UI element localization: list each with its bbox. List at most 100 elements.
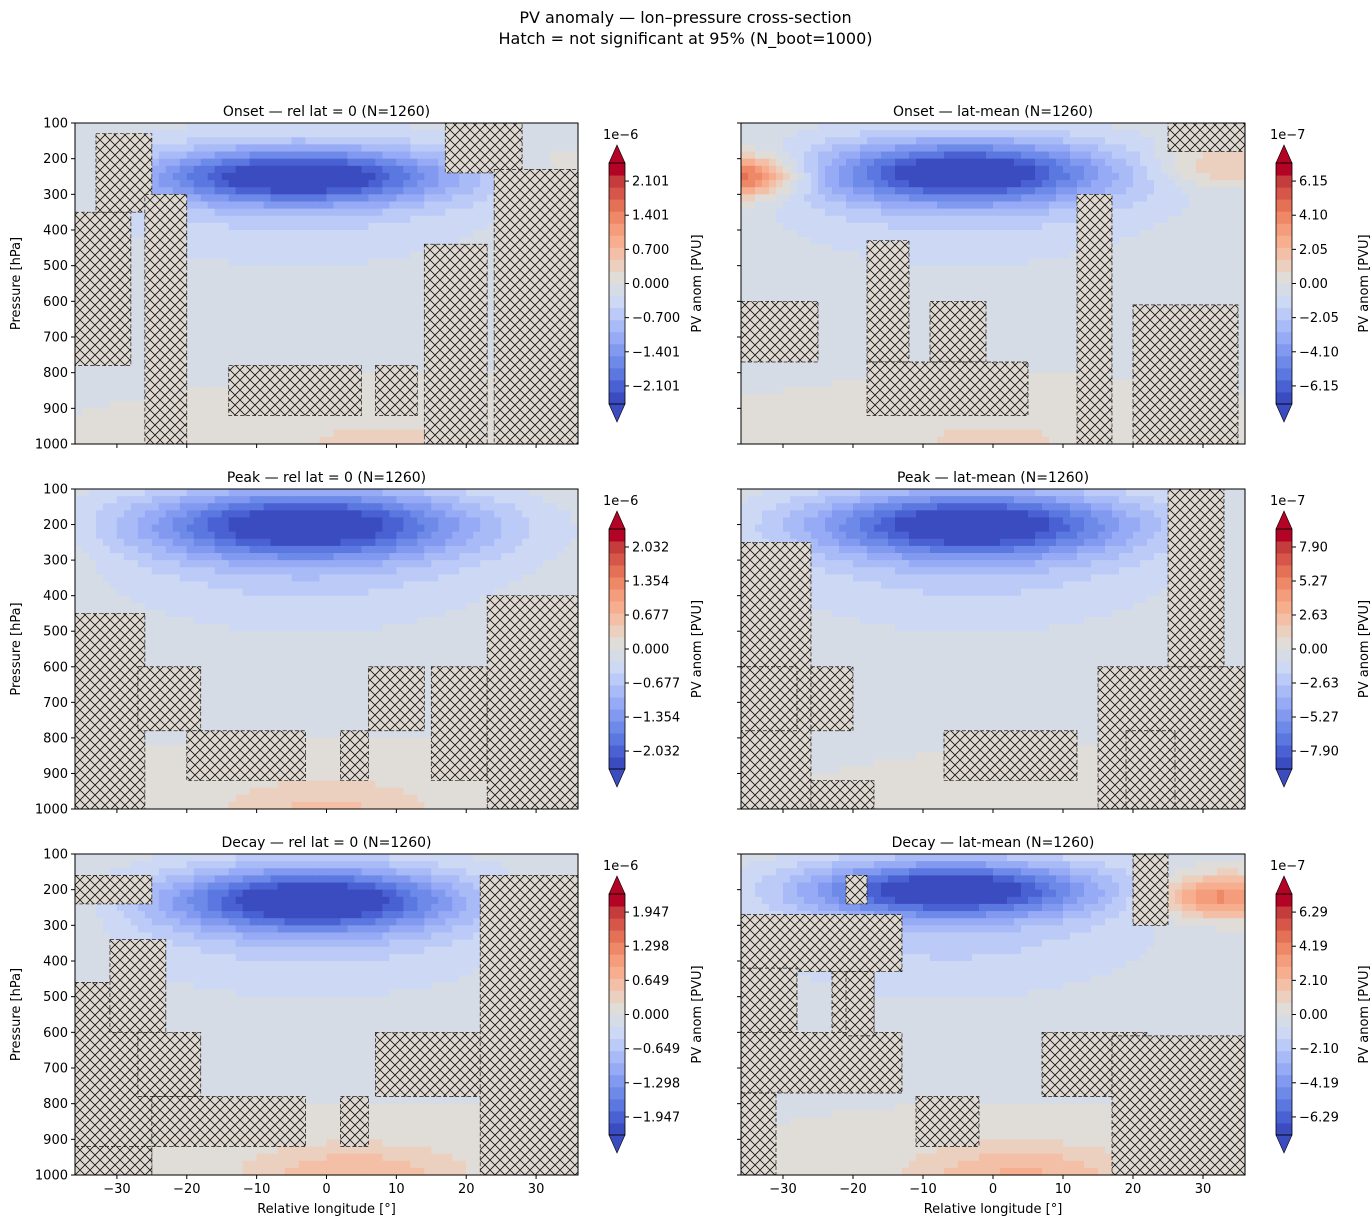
pv-cell xyxy=(306,430,314,438)
pv-cell xyxy=(487,223,495,231)
pv-cell xyxy=(187,273,195,281)
pv-cell xyxy=(466,187,474,195)
pv-cell xyxy=(930,287,938,295)
pv-cell xyxy=(285,308,293,316)
pv-cell xyxy=(916,294,924,302)
pv-cell xyxy=(797,230,805,238)
pv-cell xyxy=(965,423,973,431)
pv-cell xyxy=(797,437,805,445)
pv-cell xyxy=(930,423,938,431)
pv-cell xyxy=(818,308,826,316)
pv-cell xyxy=(762,287,770,295)
pv-cell xyxy=(417,144,425,152)
pv-cell xyxy=(895,230,903,238)
pv-cell xyxy=(257,244,265,252)
pv-cell xyxy=(250,173,258,181)
pv-cell xyxy=(264,294,272,302)
pv-cell xyxy=(333,301,341,309)
pv-cell xyxy=(776,266,784,274)
pv-cell xyxy=(333,308,341,316)
pv-cell xyxy=(201,259,209,267)
pv-cell xyxy=(860,201,868,209)
pv-cell xyxy=(832,216,840,224)
pv-cell xyxy=(741,266,749,274)
pv-cell xyxy=(487,308,495,316)
pv-cell xyxy=(487,373,495,381)
pv-cell xyxy=(187,209,195,217)
pv-cell xyxy=(208,358,216,366)
pv-cell xyxy=(264,280,272,288)
pv-cell xyxy=(853,430,861,438)
pv-cell xyxy=(888,187,896,195)
pv-cell xyxy=(347,244,355,252)
pv-cell xyxy=(361,287,369,295)
pv-cell xyxy=(797,273,805,281)
pv-cell xyxy=(776,387,784,395)
pv-cell xyxy=(417,137,425,145)
pv-cell xyxy=(930,415,938,423)
pv-cell xyxy=(229,209,237,217)
pv-cell xyxy=(755,266,763,274)
pv-cell xyxy=(187,358,195,366)
pv-cell xyxy=(846,194,854,202)
pv-cell xyxy=(194,273,202,281)
pv-cell xyxy=(790,280,798,288)
pv-cell xyxy=(187,351,195,359)
pv-cell xyxy=(804,166,812,174)
pv-cell xyxy=(96,423,104,431)
pv-cell xyxy=(333,358,341,366)
pv-cell xyxy=(923,123,931,131)
pv-cell xyxy=(417,244,425,252)
colorbar-segment xyxy=(609,187,625,200)
pv-cell xyxy=(902,194,910,202)
pv-cell xyxy=(361,201,369,209)
pv-cell xyxy=(783,180,791,188)
pv-cell xyxy=(278,237,286,245)
pv-cell xyxy=(797,152,805,160)
pv-cell xyxy=(354,187,362,195)
pv-cell xyxy=(790,273,798,281)
pv-cell xyxy=(396,251,404,259)
pv-cell xyxy=(417,201,425,209)
pv-cell xyxy=(403,209,411,217)
pv-cell xyxy=(958,209,966,217)
pv-cell xyxy=(110,123,118,131)
pv-cell xyxy=(208,137,216,145)
pv-cell xyxy=(250,130,258,138)
colorbar-tick-label: −2.101 xyxy=(632,379,680,394)
pv-cell xyxy=(215,294,223,302)
pv-cell xyxy=(382,144,390,152)
pv-cell xyxy=(825,337,833,345)
pv-cell xyxy=(741,251,749,259)
pv-cell xyxy=(208,209,216,217)
pv-cell xyxy=(944,237,952,245)
pv-cell xyxy=(958,415,966,423)
pv-cell xyxy=(320,223,328,231)
pv-cell xyxy=(1000,166,1008,174)
pv-cell xyxy=(257,294,265,302)
pv-cell xyxy=(410,280,418,288)
pv-cell xyxy=(923,308,931,316)
pv-cell xyxy=(923,237,931,245)
pv-cell xyxy=(790,251,798,259)
pv-cell xyxy=(986,251,994,259)
pv-cell xyxy=(825,187,833,195)
pv-cell xyxy=(194,316,202,324)
pv-cell xyxy=(222,380,230,388)
pv-cell xyxy=(243,144,251,152)
pv-cell xyxy=(75,137,83,145)
pv-cell xyxy=(825,330,833,338)
pv-cell xyxy=(445,230,453,238)
pv-cell xyxy=(264,330,272,338)
pv-cell xyxy=(299,301,307,309)
pv-cell xyxy=(846,337,854,345)
pv-cell xyxy=(741,152,749,160)
pv-cell xyxy=(89,144,97,152)
pv-cell xyxy=(285,137,293,145)
pv-cell xyxy=(790,266,798,274)
pv-cell xyxy=(368,130,376,138)
pv-cell xyxy=(75,130,83,138)
pv-cell xyxy=(979,251,987,259)
pv-cell xyxy=(993,237,1001,245)
pv-cell xyxy=(783,159,791,167)
